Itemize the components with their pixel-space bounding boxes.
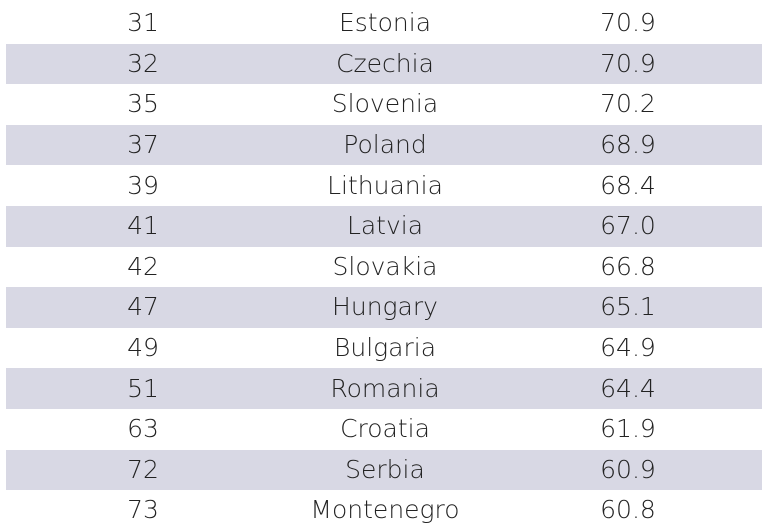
country-cell: Latvia [346,211,424,241]
table-row: 42 Slovakia 66.8 [6,247,762,288]
rank-cell: 37 [127,130,159,160]
country-cell: Hungary [332,292,438,322]
rank-cell: 35 [127,89,159,119]
score-cell: 68.9 [600,130,656,160]
rank-cell: 51 [127,373,159,403]
score-cell: 61.9 [600,414,656,444]
table-row: 72 Serbia 60.9 [6,449,762,491]
score-cell: 66.8 [600,251,656,281]
country-cell: Slovenia [331,89,439,119]
score-cell: 70.9 [600,48,656,78]
rank-cell: 72 [127,454,159,484]
score-cell: 64.9 [600,333,656,363]
country-cell: Montenegro [310,495,460,525]
score-cell: 67.0 [600,211,656,241]
table-row: 39 Lithuania 68.4 [6,165,762,206]
country-cell: Bulgaria [333,333,437,363]
country-cell: Serbia [345,454,425,484]
country-cell: Lithuania [327,170,443,200]
table-row: 63 Croatia 61.9 [6,409,762,450]
score-cell: 60.9 [600,454,656,484]
ranking-table: 31 Estonia 70.9 32 Czechia 70.9 35 Slovenia 70.2… [6,3,762,531]
score-cell: 64.4 [600,373,656,403]
country-cell: Slovakia [332,251,438,281]
table-row: 51 Romania 64.4 [6,368,762,409]
rank-cell: 31 [127,8,159,38]
country-cell: Estonia [338,8,432,38]
country-cell: Romania [330,373,440,403]
score-cell: 70.9 [600,8,656,38]
rank-cell: 63 [127,414,159,444]
table-row: 31 Estonia 70.9 [6,3,762,44]
rank-cell: 49 [127,333,159,363]
table-row: 47 Hungary 65.1 [6,287,762,328]
rank-cell: 41 [127,211,159,241]
rank-cell: 42 [127,251,159,281]
country-cell: Croatia [340,414,430,444]
table-row: 37 Poland 68.9 [6,124,762,166]
table-row: 35 Slovenia 70.2 [6,84,762,125]
country-cell: Czechia [336,48,434,78]
rank-cell: 39 [127,170,159,200]
score-cell: 68.4 [600,170,656,200]
table-row: 49 Bulgaria 64.9 [6,328,762,369]
rank-cell: 47 [127,292,159,322]
score-cell: 65.1 [600,292,656,322]
table-row: 32 Czechia 70.9 [6,43,762,85]
score-cell: 70.2 [600,89,656,119]
table-row: 41 Latvia 67.0 [6,205,762,247]
country-cell: Poland [343,130,427,160]
rank-cell: 73 [127,495,159,525]
score-cell: 60.8 [600,495,656,525]
rank-cell: 32 [127,48,159,78]
table-row: 73 Montenegro 60.8 [6,490,762,531]
